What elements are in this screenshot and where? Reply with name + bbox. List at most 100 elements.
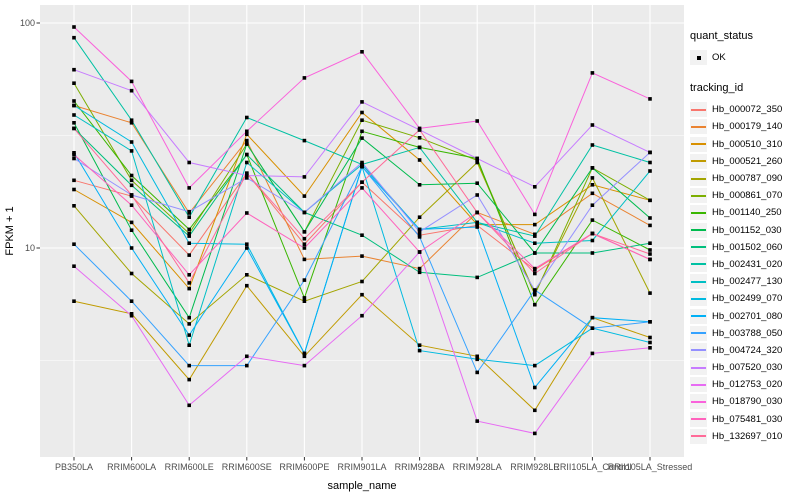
data-point: [187, 333, 191, 337]
data-point: [187, 273, 191, 277]
data-point: [129, 228, 134, 232]
legend-key: [690, 291, 707, 307]
data-point: [590, 238, 595, 243]
data-point: [187, 209, 191, 214]
legend-item-Hb_000179_140: Hb_000179_140: [690, 118, 800, 135]
x-tick-label: RRII105LA_Stressed: [608, 462, 693, 472]
line-swatch-icon: [691, 108, 706, 111]
data-point: [187, 363, 191, 368]
data-point: [360, 160, 364, 165]
data-point: [417, 145, 422, 150]
legend-key: [690, 205, 707, 221]
data-point: [417, 235, 422, 239]
data-point: [417, 250, 422, 254]
data-point: [72, 121, 76, 125]
legend-item-label: Hb_018790_030: [712, 396, 783, 408]
legend-key: [690, 342, 707, 358]
data-point: [360, 180, 364, 184]
data-point: [302, 236, 307, 241]
axis-ticks-and-labels: 100 10 PB350LA RRIM600LA RRIM600LE RRIM600SE R…: [20, 18, 692, 472]
data-point: [590, 183, 595, 187]
data-point: [187, 160, 191, 165]
data-point: [533, 185, 537, 189]
line-swatch-icon: [691, 160, 706, 163]
legend-item-label: Hb_001152_030: [712, 224, 782, 236]
data-point: [302, 138, 307, 143]
line-swatch-icon: [691, 349, 706, 352]
data-point: [533, 251, 537, 255]
data-point: [302, 278, 307, 282]
legend-key: [690, 239, 707, 255]
line-swatch-icon: [691, 332, 706, 335]
data-point: [245, 138, 249, 143]
y-tick-label: 100: [20, 18, 35, 28]
legend-item-Hb_007520_030: Hb_007520_030: [690, 359, 800, 376]
data-point: [129, 220, 134, 225]
data-point: [187, 343, 191, 347]
data-point: [417, 183, 422, 187]
data-point: [533, 271, 537, 276]
data-point: [360, 162, 364, 167]
data-point: [72, 25, 76, 29]
legend-item-label: Hb_002431_020: [712, 258, 783, 270]
data-point: [360, 292, 364, 297]
data-point: [648, 291, 652, 295]
x-tick-label: RRIM600LA: [107, 462, 156, 472]
legend-key: [690, 428, 707, 444]
legend-item-Hb_001502_060: Hb_001502_060: [690, 239, 800, 256]
legend-item-label: Hb_075481_030: [712, 413, 783, 425]
line-swatch-icon: [691, 194, 706, 197]
legend-item-label: Hb_001140_250: [712, 207, 782, 219]
data-point: [590, 315, 595, 320]
legend-item-Hb_000521_260: Hb_000521_260: [690, 153, 800, 170]
legend-item-label: Hb_000179_140: [712, 121, 783, 133]
legend-key: [690, 102, 707, 118]
data-point: [187, 241, 191, 245]
data-point: [245, 115, 249, 120]
line-swatch-icon: [691, 229, 706, 232]
legend-key: [690, 153, 707, 169]
data-point: [648, 223, 652, 228]
data-point: [648, 252, 652, 256]
legend-item-Hb_018790_030: Hb_018790_030: [690, 393, 800, 410]
data-point: [187, 281, 191, 285]
data-point: [360, 129, 364, 134]
data-point: [72, 126, 76, 131]
legend-key: [690, 222, 707, 238]
legend-item-label: Hb_002477_130: [712, 276, 783, 288]
data-point: [245, 129, 249, 134]
data-point: [360, 118, 364, 122]
data-point: [72, 81, 76, 85]
legend-item-Hb_000072_350: Hb_000072_350: [690, 101, 800, 118]
line-swatch-icon: [691, 435, 706, 438]
data-point: [533, 385, 537, 390]
line-swatch-icon: [691, 418, 706, 421]
data-point: [360, 279, 364, 284]
data-point: [533, 212, 537, 217]
legend-item-label: Hb_002499_070: [712, 293, 783, 305]
data-point: [360, 186, 364, 190]
legend-key: [690, 360, 707, 376]
line-swatch-icon: [691, 211, 706, 214]
line-swatch-icon: [691, 297, 706, 300]
legend-item-Hb_002431_020: Hb_002431_020: [690, 256, 800, 273]
legend-key: [690, 274, 707, 290]
data-point: [648, 169, 652, 173]
data-point: [590, 191, 595, 196]
data-point: [648, 241, 652, 245]
x-tick-label: PB350LA: [55, 462, 93, 472]
data-point: [245, 273, 249, 277]
data-point: [648, 346, 652, 350]
data-point: [187, 215, 191, 219]
line-swatch-icon: [691, 280, 706, 283]
data-point: [245, 242, 249, 246]
data-point: [187, 315, 191, 320]
data-point: [187, 377, 191, 382]
data-point: [648, 335, 652, 340]
data-point: [417, 266, 422, 271]
data-point: [187, 227, 191, 232]
data-point: [245, 354, 249, 359]
data-point: [302, 351, 307, 356]
data-point: [72, 242, 76, 246]
